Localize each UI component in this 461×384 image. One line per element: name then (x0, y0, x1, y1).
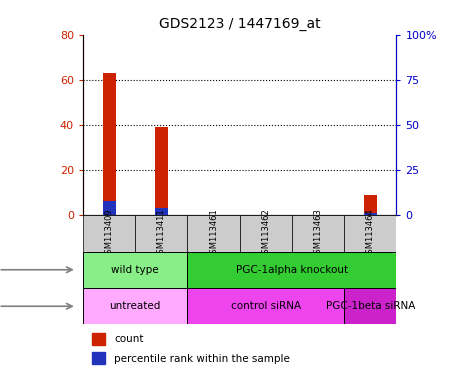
Bar (102, 73, 116, 215)
Text: GSM113463: GSM113463 (313, 208, 323, 259)
Text: percentile rank within the sample: percentile rank within the sample (114, 354, 290, 364)
Text: GSM113461: GSM113461 (209, 208, 218, 259)
Bar (364, 195, 377, 215)
Text: untreated: untreated (110, 301, 161, 311)
Title: GDS2123 / 1447169_at: GDS2123 / 1447169_at (159, 17, 320, 31)
Text: PGC-1alpha knockout: PGC-1alpha knockout (236, 265, 348, 275)
Text: GSM113409: GSM113409 (105, 208, 113, 258)
Text: GSM113464: GSM113464 (366, 208, 375, 259)
FancyBboxPatch shape (344, 215, 396, 252)
Text: PGC-1beta siRNA: PGC-1beta siRNA (325, 301, 415, 311)
Text: GSM113411: GSM113411 (157, 208, 166, 258)
Text: wild type: wild type (112, 265, 159, 275)
Bar (92, 352, 105, 364)
Bar (102, 200, 116, 215)
FancyBboxPatch shape (292, 215, 344, 252)
FancyBboxPatch shape (188, 215, 240, 252)
Bar (155, 208, 168, 215)
Text: count: count (114, 334, 144, 344)
FancyBboxPatch shape (83, 215, 135, 252)
Bar (155, 127, 168, 215)
FancyBboxPatch shape (240, 215, 292, 252)
Text: GSM113462: GSM113462 (261, 208, 270, 259)
FancyBboxPatch shape (135, 215, 188, 252)
FancyBboxPatch shape (344, 288, 396, 324)
FancyBboxPatch shape (188, 252, 396, 288)
Text: control siRNA: control siRNA (231, 301, 301, 311)
FancyBboxPatch shape (83, 252, 188, 288)
FancyBboxPatch shape (83, 288, 188, 324)
Bar (364, 213, 377, 215)
FancyBboxPatch shape (188, 288, 344, 324)
Bar (92, 333, 105, 345)
